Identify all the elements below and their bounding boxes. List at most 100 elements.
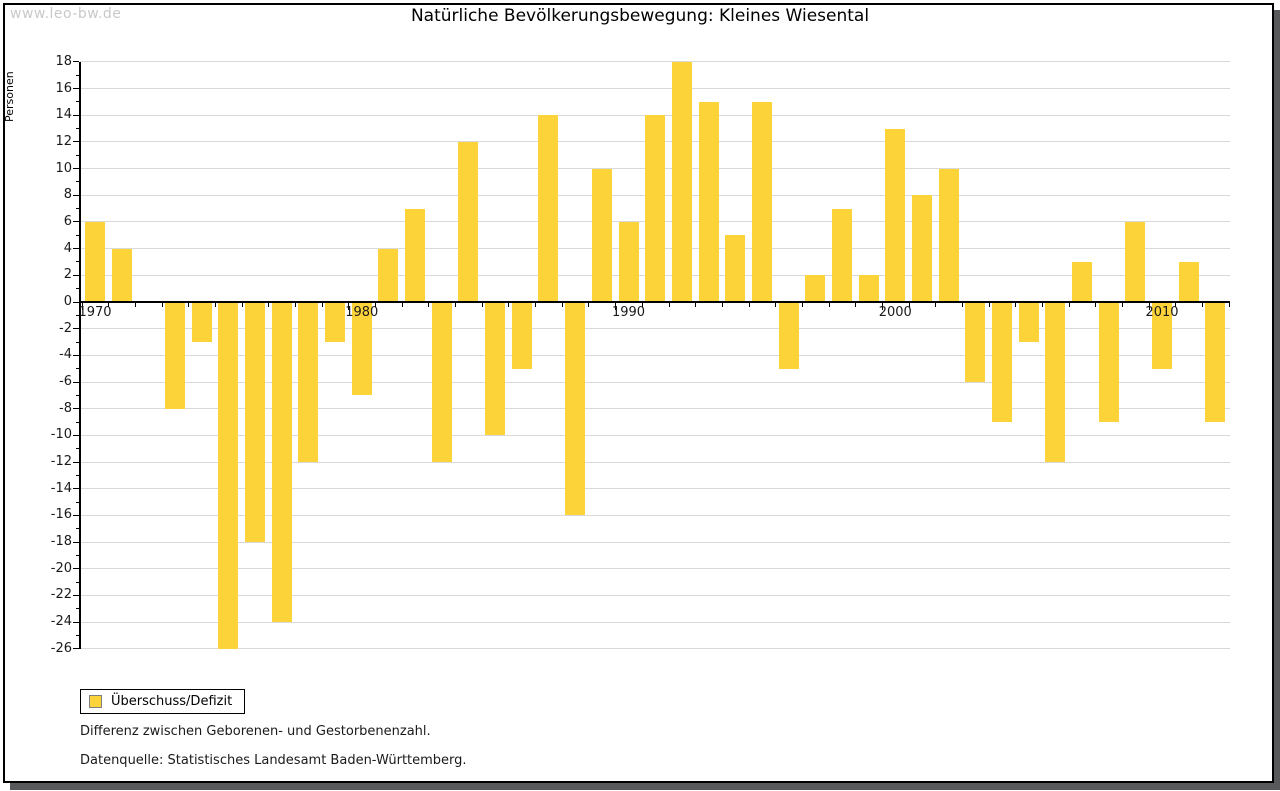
y-tick-label: 16 bbox=[55, 80, 72, 96]
x-tick bbox=[775, 303, 777, 307]
y-tick bbox=[73, 488, 79, 490]
x-tick bbox=[988, 303, 990, 307]
gridline bbox=[80, 328, 1230, 330]
y-tick bbox=[73, 354, 79, 356]
x-tick bbox=[481, 303, 483, 307]
bar-1979 bbox=[325, 302, 346, 342]
x-tick bbox=[1202, 303, 1203, 307]
x-tick bbox=[961, 303, 963, 307]
y-tick-label: -12 bbox=[50, 454, 72, 470]
bar-1970 bbox=[85, 221, 105, 302]
y-tick-label: -4 bbox=[59, 347, 72, 363]
x-tick bbox=[641, 303, 643, 307]
y-tick-label: -2 bbox=[59, 320, 72, 336]
y-tick bbox=[76, 208, 79, 210]
y-tick bbox=[73, 274, 79, 276]
bar-1986 bbox=[511, 302, 532, 369]
gridline bbox=[80, 488, 1230, 490]
y-tick bbox=[73, 141, 79, 143]
x-axis-line bbox=[79, 301, 1230, 303]
bar-1990 bbox=[618, 221, 639, 302]
x-tick bbox=[561, 303, 563, 307]
x-tick bbox=[535, 303, 537, 307]
bar-1973 bbox=[165, 302, 186, 409]
x-tick bbox=[321, 303, 323, 307]
y-tick bbox=[76, 448, 79, 450]
x-tick bbox=[428, 303, 430, 307]
chart-title: Natürliche Bevölkerungsbewegung: Kleines… bbox=[410, 6, 870, 26]
y-tick bbox=[73, 408, 79, 410]
bar-1985 bbox=[485, 302, 506, 436]
x-tick-label: 1980 bbox=[345, 305, 379, 320]
y-tick bbox=[73, 221, 79, 223]
y-tick bbox=[76, 634, 79, 636]
x-tick bbox=[241, 303, 243, 307]
y-tick bbox=[73, 61, 79, 63]
bar-1977 bbox=[271, 302, 292, 623]
x-tick bbox=[1175, 303, 1177, 307]
y-tick bbox=[76, 554, 79, 556]
y-tick bbox=[76, 341, 79, 343]
gridline bbox=[80, 61, 1230, 63]
y-tick bbox=[76, 128, 79, 130]
y-tick-label: 4 bbox=[63, 240, 72, 256]
y-tick bbox=[76, 528, 79, 530]
y-tick-label: -20 bbox=[50, 560, 72, 576]
y-tick bbox=[73, 381, 79, 383]
x-tick bbox=[108, 303, 110, 307]
bar-2004 bbox=[991, 302, 1012, 422]
x-tick bbox=[401, 303, 403, 307]
y-tick-label: 2 bbox=[63, 267, 72, 283]
gridline bbox=[80, 408, 1230, 410]
y-tick bbox=[76, 474, 79, 476]
y-tick bbox=[73, 541, 79, 543]
y-tick bbox=[73, 114, 79, 116]
x-tick bbox=[695, 303, 697, 307]
y-tick-label: -6 bbox=[59, 374, 72, 389]
y-tick-label: -22 bbox=[50, 587, 72, 603]
legend-swatch-icon bbox=[89, 695, 102, 708]
x-tick bbox=[1148, 303, 1150, 310]
y-tick bbox=[76, 74, 79, 76]
bar-1974 bbox=[191, 302, 212, 342]
x-tick bbox=[721, 303, 723, 307]
bar-1988 bbox=[565, 302, 586, 516]
y-axis-line bbox=[79, 61, 81, 649]
x-tick bbox=[455, 303, 457, 307]
y-tick bbox=[73, 648, 79, 650]
y-tick bbox=[76, 394, 79, 396]
legend-label: Überschuss/Defizit bbox=[111, 694, 233, 709]
x-tick bbox=[668, 303, 670, 307]
bar-1984 bbox=[458, 141, 479, 302]
bar-2007 bbox=[1071, 261, 1092, 302]
x-tick-label: 1970 bbox=[78, 305, 112, 320]
watermark: www.leo-bw.de bbox=[10, 6, 122, 22]
bar-2011 bbox=[1178, 261, 1199, 302]
bar-1999 bbox=[858, 275, 879, 302]
bar-2010 bbox=[1152, 302, 1172, 369]
x-tick bbox=[188, 303, 190, 307]
y-tick bbox=[73, 301, 79, 303]
bar-1996 bbox=[778, 302, 799, 369]
x-tick-label: 2010 bbox=[1145, 305, 1179, 320]
y-tick-label: -14 bbox=[50, 480, 72, 496]
x-tick bbox=[375, 303, 377, 307]
x-tick bbox=[1095, 303, 1097, 307]
y-tick bbox=[76, 288, 79, 290]
y-tick bbox=[73, 328, 79, 330]
y-tick-label: -8 bbox=[59, 400, 72, 416]
footnote-source: Datenquelle: Statistisches Landesamt Bad… bbox=[80, 753, 467, 768]
x-tick bbox=[295, 303, 297, 307]
y-tick-label: 6 bbox=[63, 213, 72, 229]
x-tick bbox=[748, 303, 750, 307]
y-tick bbox=[73, 434, 79, 436]
x-tick bbox=[828, 303, 830, 307]
y-tick bbox=[73, 248, 79, 250]
x-tick bbox=[1041, 303, 1043, 307]
x-tick-label: 2000 bbox=[878, 305, 912, 320]
y-tick-label: 8 bbox=[63, 187, 72, 203]
y-tick bbox=[73, 594, 79, 596]
y-tick-label: -10 bbox=[50, 427, 72, 443]
bar-1998 bbox=[831, 208, 852, 302]
